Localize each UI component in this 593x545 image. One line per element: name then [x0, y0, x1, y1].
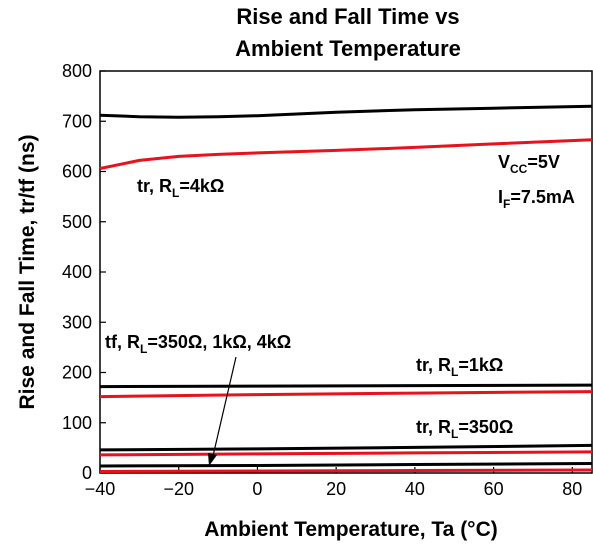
y-tick-label: 700 [62, 111, 92, 131]
annotation-tr-1k: tr, RL=1kΩ [416, 355, 503, 379]
annotation-tr-350: tr, RL=350Ω [416, 417, 513, 441]
x-tick-label: −40 [85, 479, 116, 499]
series-line-6-red [99, 450, 593, 457]
x-tick-label: 20 [326, 479, 346, 499]
series-layer [99, 104, 593, 473]
y-tick-label: 400 [62, 262, 92, 282]
annotation-vcc: VCC=5V [498, 152, 560, 176]
x-tick-label: 80 [562, 479, 582, 499]
series-line-1-black [99, 104, 593, 119]
x-axis-label: Ambient Temperature, Ta (°C) [204, 518, 498, 541]
y-tick-label: 300 [62, 312, 92, 332]
series-line-7-black [99, 462, 593, 468]
annotation-tf-all: tf, RL=350Ω, 1kΩ, 4kΩ [105, 332, 291, 356]
series-line-5-black [99, 443, 593, 452]
x-tick-label: −20 [163, 479, 194, 499]
series-line-2-red [99, 138, 593, 170]
y-tick-label: 500 [62, 212, 92, 232]
plot-border [99, 70, 593, 474]
chart-title-line-2: Ambient Temperature [235, 36, 461, 61]
y-tick-label: 200 [62, 363, 92, 383]
y-tick-label: 0 [82, 463, 92, 483]
annotation-arrow [208, 356, 237, 466]
annotation-if: IF=7.5mA [498, 187, 575, 211]
x-tick-label: 40 [405, 479, 425, 499]
y-tick-label: 600 [62, 162, 92, 182]
plot-area [99, 70, 593, 474]
series-line-3-black [99, 383, 593, 389]
y-tick-label: 100 [62, 413, 92, 433]
series-line-8-red [99, 468, 593, 473]
x-tick-label: 60 [484, 479, 504, 499]
x-tick-label: 0 [252, 479, 262, 499]
annotation-tr-4k: tr, RL=4kΩ [137, 176, 224, 200]
series-line-4-red [99, 390, 593, 399]
y-axis-label: Rise and Fall Time, tr/tf (ns) [16, 135, 39, 410]
chart-title-line-1: Rise and Fall Time vs [236, 4, 459, 29]
y-tick-label: 800 [62, 61, 92, 81]
